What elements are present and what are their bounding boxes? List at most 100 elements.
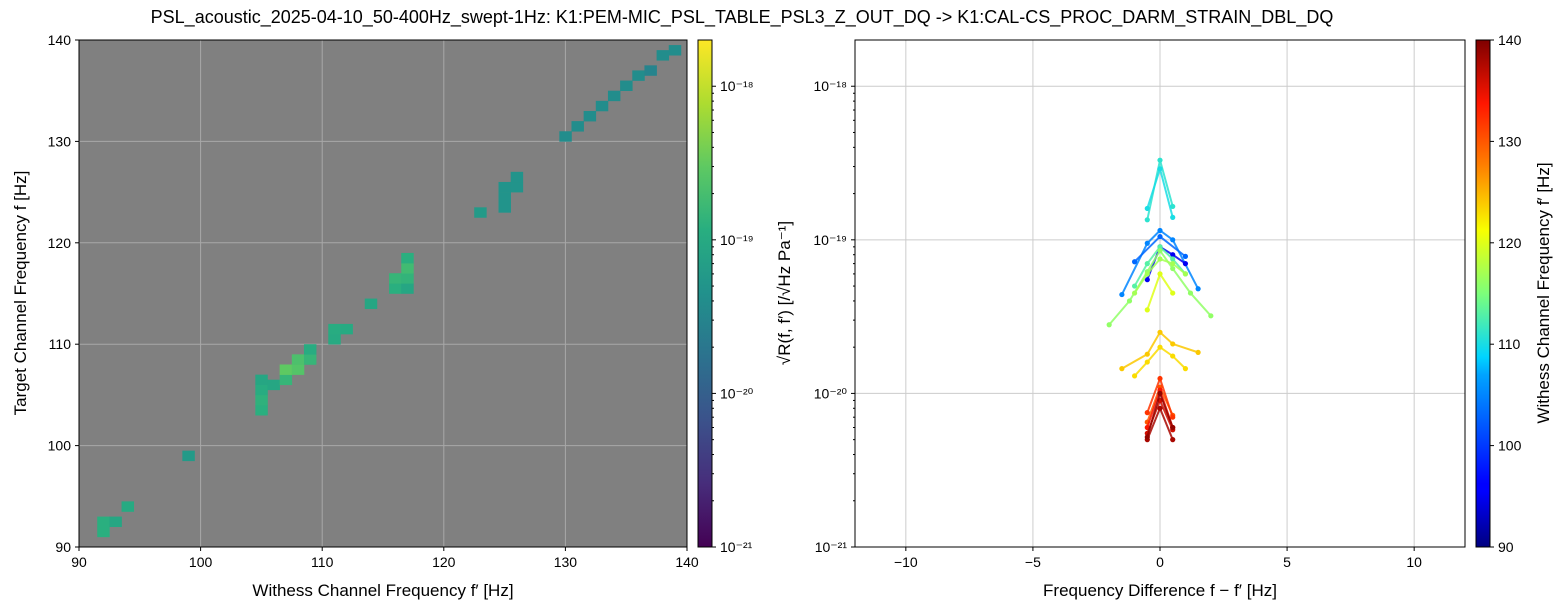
line-point [1131, 283, 1138, 289]
heatmap-cell [255, 394, 268, 406]
heatmap-colorbar-tick-label: 10⁻²¹ [720, 539, 753, 555]
line-plot-x-tick-label: −5 [1025, 554, 1041, 570]
heatmap-cell [303, 354, 317, 365]
heatmap-frame [78, 39, 688, 548]
heatmap-cell [474, 207, 487, 218]
heatmap-cell [632, 70, 645, 81]
heatmap-cell [595, 100, 609, 112]
heatmap-x-tick-label: 120 [432, 554, 456, 570]
heatmap-x-tick-label: 140 [675, 554, 699, 570]
line-point [1157, 256, 1163, 262]
heatmap-cells [97, 45, 682, 538]
line-point [1131, 259, 1138, 265]
line-point [1157, 157, 1163, 163]
heatmap-cell [328, 323, 341, 335]
line-point [1157, 390, 1163, 397]
heatmap-cell [364, 298, 378, 310]
line-plot-x-tick-label: 10 [1406, 554, 1422, 570]
line-point [1170, 256, 1176, 262]
line-point [1182, 253, 1189, 259]
line-point [1157, 405, 1163, 411]
line-series [1146, 245, 1186, 281]
line-plot-y-tick-label: 10⁻²¹ [815, 539, 848, 555]
heatmap-y-axis-label: Target Channel Frequency f [Hz] [11, 171, 30, 416]
heatmap-cell [328, 334, 341, 345]
heatmap-x-tick-label: 90 [71, 554, 87, 570]
line-point [1157, 248, 1163, 254]
line-point [1144, 307, 1150, 313]
line-point [1144, 217, 1150, 223]
line-plot-colorbar-label: Withess Channel Frequency f′ [Hz] [1534, 162, 1553, 423]
viridis-colorbar [697, 39, 713, 548]
heatmap-cell [267, 379, 280, 391]
line-point [1131, 373, 1138, 379]
heatmap-x-axis-label: Withess Channel Frequency f′ [Hz] [252, 581, 513, 600]
line-point [1157, 271, 1163, 277]
line-plot-y-tick-label: 10⁻¹⁹ [813, 232, 847, 248]
line-plot-x-tick-label: 5 [1283, 554, 1291, 570]
line-plot-grid [855, 40, 1465, 547]
line-point [1144, 351, 1150, 357]
heatmap-cell [255, 384, 268, 396]
line-point [1157, 233, 1163, 240]
heatmap-cell [583, 110, 597, 122]
line-point [1144, 434, 1150, 440]
line-point [1157, 166, 1163, 172]
line-point [1157, 227, 1163, 234]
heatmap-cell [571, 121, 584, 132]
line-point [1157, 244, 1163, 250]
heatmap-background [79, 40, 687, 547]
heatmap-colorbar-tick-label: 10⁻¹⁸ [720, 78, 754, 94]
heatmap-cell [389, 283, 402, 294]
line-point [1170, 437, 1176, 443]
heatmap-cell [498, 192, 511, 203]
heatmap-y-tick-label: 120 [48, 235, 72, 251]
line-plot-colorbar-ticks: 140 130 120 110 100 90 [1490, 32, 1522, 555]
line-point [1170, 203, 1176, 210]
line-point [1144, 271, 1150, 277]
line-point [1187, 290, 1194, 296]
heatmap-cell [401, 283, 414, 294]
figure-title: PSL_acoustic_2025-04-10_50-400Hz_swept-1… [150, 7, 1334, 27]
line-plot-ticks: −10 −5 0 5 10 10⁻¹⁸ 10⁻¹⁹ 10⁻²⁰ 10⁻²¹ [813, 78, 1422, 570]
line-plot-colorbar-tick-label: 110 [1498, 336, 1521, 352]
heatmap-cell [620, 80, 633, 91]
line-point [1126, 298, 1133, 304]
heatmap-colorbar: 10⁻¹⁸ 10⁻¹⁹ 10⁻²⁰ 10⁻²¹ √R(f, f′) [/√Hz Pa⁻… [697, 39, 794, 555]
heatmap-cell [510, 171, 524, 183]
line-point [1157, 375, 1163, 382]
heatmap-x-tick-label: 110 [311, 554, 334, 570]
heatmap-cell [559, 131, 572, 142]
line-point [1182, 271, 1189, 277]
line-point [1170, 414, 1176, 420]
line-point [1170, 237, 1176, 243]
line-plot-y-tick-label: 10⁻¹⁸ [813, 78, 847, 94]
heatmap-y-tick-label: 90 [55, 539, 71, 555]
line-panel: −10 −5 0 5 10 10⁻¹⁸ 10⁻¹⁹ 10⁻²⁰ 10⁻²¹ Frequency … [813, 39, 1466, 600]
heatmap-colorbar-tick-label: 10⁻¹⁹ [720, 232, 754, 248]
heatmap-cell [291, 354, 305, 365]
line-plot-colorbar-tick-label: 140 [1498, 32, 1522, 48]
line-point [1144, 410, 1150, 416]
heatmap-cell [401, 252, 414, 264]
line-point [1195, 286, 1201, 292]
heatmap-cell [498, 181, 511, 193]
heatmap-cell [644, 65, 657, 76]
heatmap-y-tick-label: 100 [48, 438, 72, 454]
line-point [1119, 291, 1125, 298]
line-plot-colorbar: 140 130 120 110 100 90 Withess Channel Freque… [1475, 32, 1553, 555]
heatmap-ticks: 90 100 110 120 130 140 90 100 110 120 130 140 [48, 32, 699, 570]
line-point [1157, 344, 1163, 350]
heatmap-cell [182, 450, 195, 462]
line-plot-colorbar-tick-label: 100 [1498, 438, 1522, 454]
heatmap-grid [79, 40, 687, 547]
heatmap-y-tick-label: 110 [49, 336, 72, 352]
heatmap-panel: 90 100 110 120 130 140 90 100 110 120 130 140 Withe… [11, 32, 699, 600]
heatmap-y-tick-label: 130 [48, 133, 72, 149]
heatmap-cell [97, 516, 110, 528]
heatmap-cell [279, 364, 293, 375]
heatmap-y-tick-label: 140 [48, 32, 72, 48]
jet-colorbar [1475, 39, 1491, 548]
heatmap-cell [607, 90, 621, 102]
line-point [1144, 205, 1150, 212]
